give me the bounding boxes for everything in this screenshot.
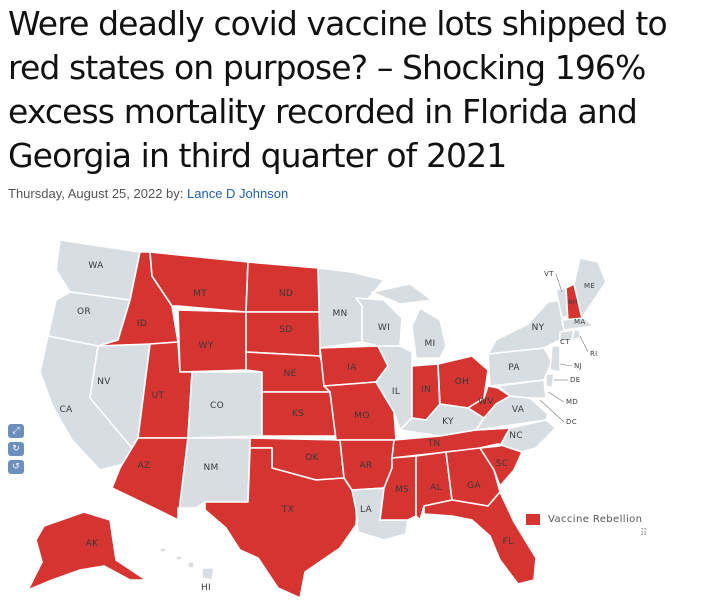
label-KY: KY <box>442 417 454 427</box>
label-MI: MI <box>424 339 435 349</box>
label-CO: CO <box>210 401 224 411</box>
label-NV: NV <box>97 377 111 387</box>
label-OK: OK <box>305 453 319 463</box>
label-WA: WA <box>88 261 104 271</box>
reset-icon[interactable]: ↺ <box>8 460 24 474</box>
label-AR: AR <box>359 461 372 471</box>
article-byline: Thursday, August 25, 2022 by: Lance D Jo… <box>8 186 288 201</box>
label-DC: DC <box>566 418 577 426</box>
label-AZ: AZ <box>138 461 151 471</box>
callout-vt <box>555 273 563 293</box>
resize-handle-icon[interactable]: ⠿ <box>640 528 647 539</box>
label-WY: WY <box>199 341 214 351</box>
state-ME[interactable] <box>573 257 607 319</box>
label-NJ: NJ <box>574 362 582 370</box>
label-MA: MA <box>574 318 585 326</box>
state-CO[interactable] <box>187 371 263 439</box>
label-MN: MN <box>332 309 347 319</box>
callout-md <box>547 391 565 403</box>
label-NE: NE <box>283 369 296 379</box>
label-VA: VA <box>512 405 525 415</box>
label-IN: IN <box>421 385 431 395</box>
label-RI: RI <box>590 350 598 358</box>
state-MA[interactable] <box>561 317 595 331</box>
label-IL: IL <box>392 387 400 397</box>
label-DE: DE <box>570 376 580 384</box>
label-WI: WI <box>378 323 390 333</box>
label-PA: PA <box>508 363 520 373</box>
label-SD: SD <box>279 325 292 335</box>
state-ND[interactable] <box>245 261 321 313</box>
label-GA: GA <box>467 481 481 491</box>
article-date: Thursday, August 25, 2022 <box>8 186 163 201</box>
state-MD[interactable] <box>497 379 547 399</box>
zoom-icon[interactable]: ⤢ <box>8 424 24 438</box>
refresh-icon[interactable]: ↻ <box>8 442 24 456</box>
map-legend: Vaccine Rebellion <box>526 514 642 525</box>
label-MO: MO <box>354 411 369 421</box>
label-LA-base: HI <box>201 583 211 593</box>
label-IA: IA <box>347 363 357 373</box>
label-AK: AK <box>86 539 99 549</box>
label-ME: ME <box>584 282 595 290</box>
map-tools: ⤢ ↻ ↺ <box>8 424 24 478</box>
label-ID: ID <box>137 319 147 329</box>
legend-swatch <box>526 514 540 525</box>
us-map: WA OR CA NV ID MT WY UT AZ CO NM ND SD N… <box>0 214 728 612</box>
legend-label: Vaccine Rebellion <box>548 514 643 525</box>
label-MD: MD <box>566 398 578 406</box>
label-NC: NC <box>509 431 523 441</box>
article-title: Were deadly covid vaccine lots shipped t… <box>8 4 668 175</box>
label-FL: FL <box>503 537 514 547</box>
label-UT: UT <box>152 391 165 401</box>
label-CT: CT <box>560 338 570 346</box>
state-NJ[interactable] <box>549 345 561 373</box>
state-HI[interactable] <box>159 547 215 581</box>
callout-ri <box>579 335 589 353</box>
label-MT: MT <box>193 289 207 299</box>
label-LA: LA <box>360 505 373 515</box>
label-SC: SC <box>496 459 509 469</box>
state-DE[interactable] <box>545 373 555 389</box>
label-TN: TN <box>427 439 441 449</box>
state-AZ[interactable] <box>111 437 189 521</box>
label-NM: NM <box>203 463 218 473</box>
label-CA: CA <box>59 405 73 415</box>
state-TX[interactable] <box>204 447 359 599</box>
label-OH: OH <box>455 377 469 387</box>
label-KS: KS <box>292 409 304 419</box>
author-link[interactable]: Lance D Johnson <box>187 186 289 201</box>
state-AK[interactable] <box>27 511 147 591</box>
state-MI[interactable] <box>411 307 447 359</box>
byline-by: by: <box>166 186 184 201</box>
label-OR: OR <box>77 307 91 317</box>
state-FL[interactable] <box>423 491 537 585</box>
label-AL: AL <box>430 483 442 493</box>
label-NH: NH <box>568 299 578 306</box>
state-MI-upper[interactable] <box>371 283 433 305</box>
state-WI[interactable] <box>355 297 403 347</box>
state-RI[interactable] <box>571 329 581 341</box>
label-WV: WV <box>478 397 494 407</box>
label-TX: TX <box>281 505 294 515</box>
label-VT: VT <box>544 270 554 278</box>
callout-dc <box>539 399 565 423</box>
label-MS: MS <box>395 485 409 495</box>
callout-nj <box>559 363 573 367</box>
label-ND: ND <box>279 289 293 299</box>
label-NY: NY <box>532 323 545 333</box>
state-NC[interactable] <box>475 419 557 453</box>
